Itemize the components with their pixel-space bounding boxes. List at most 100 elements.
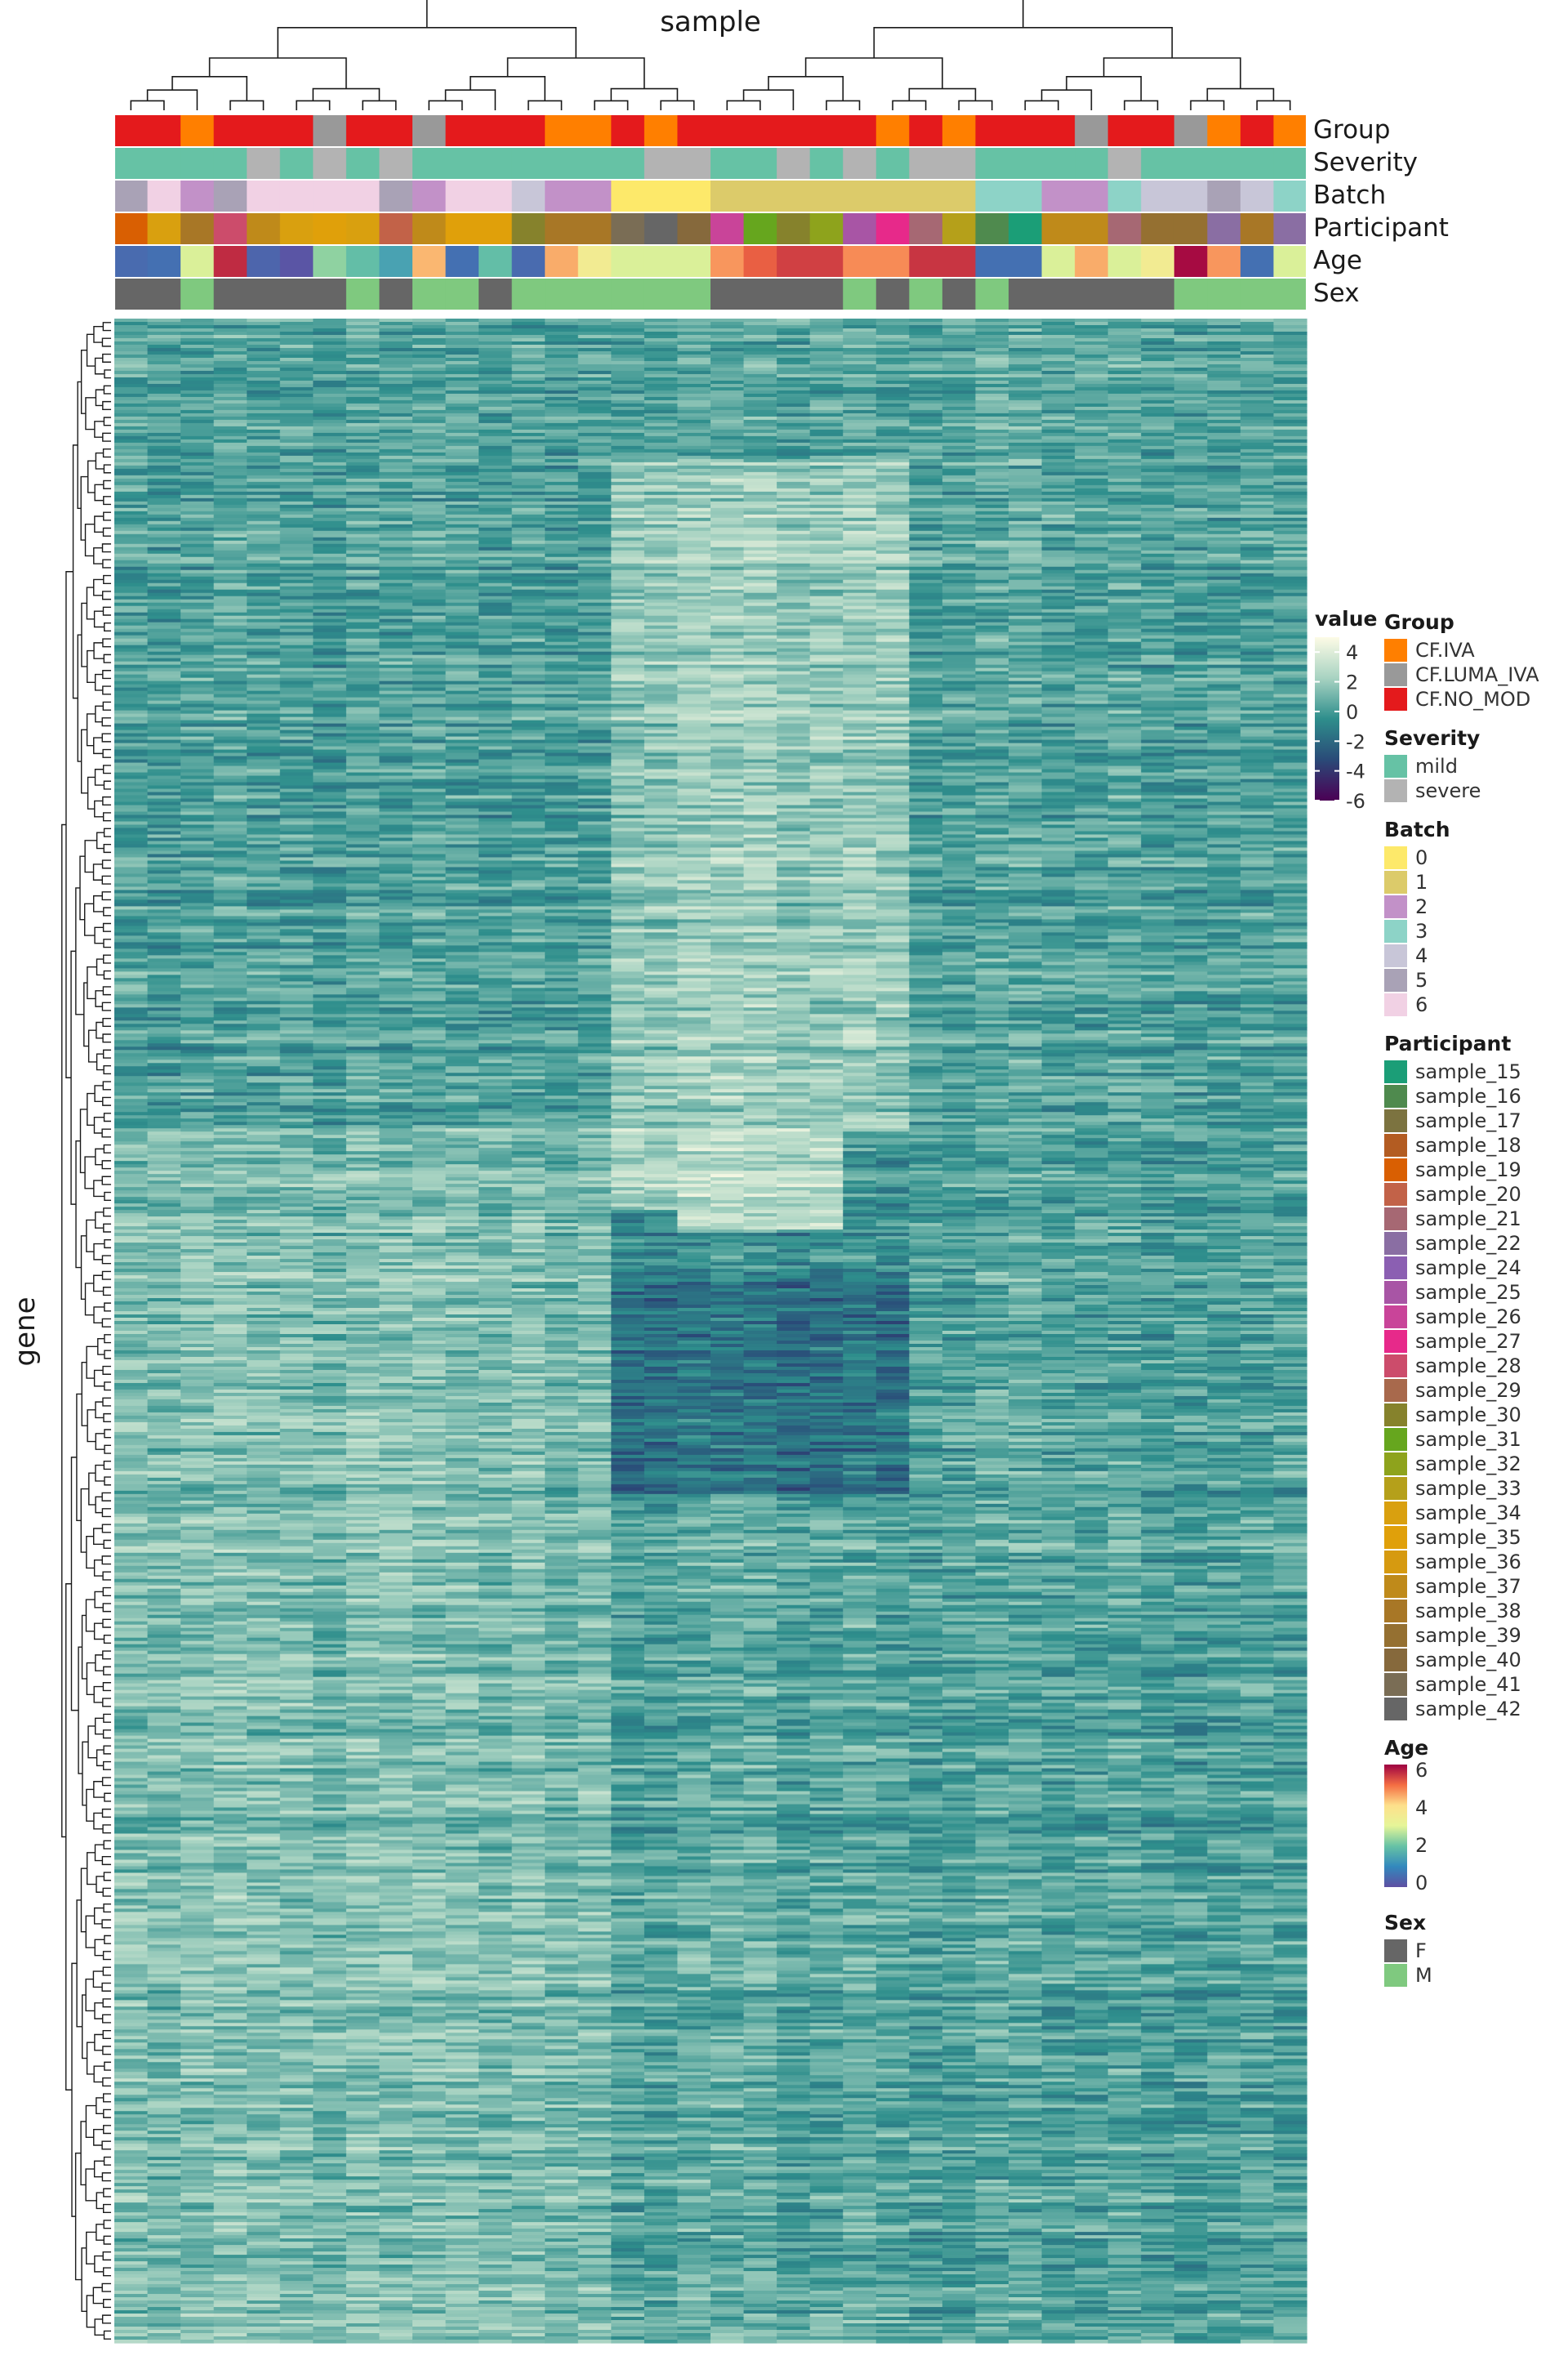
heatmap-cell (214, 443, 247, 447)
heatmap-cell (1241, 567, 1274, 571)
heatmap-cell (677, 489, 710, 493)
heatmap-cell (578, 371, 612, 375)
heatmap-cell (644, 482, 678, 486)
heatmap-cell (975, 371, 1009, 375)
heatmap-cell (446, 564, 479, 568)
heatmap-cell (180, 390, 214, 395)
heatmap-cell (512, 570, 546, 574)
heatmap-cell (1141, 335, 1174, 339)
heatmap-cell (247, 564, 280, 568)
heatmap-cell (909, 685, 942, 689)
annotation-cell-group (479, 114, 512, 147)
annotation-cell-severity (1241, 147, 1274, 180)
heatmap-cell (744, 606, 777, 610)
annotation-cell-participant (1207, 212, 1241, 245)
heatmap-cell (1075, 371, 1108, 375)
heatmap-cell (1075, 449, 1108, 453)
heatmap-cell (313, 322, 346, 326)
heatmap-cell (810, 469, 844, 473)
heatmap-cell (114, 325, 148, 329)
heatmap-cell (611, 636, 644, 640)
heatmap-cell (777, 319, 810, 323)
heatmap-cell (975, 453, 1009, 457)
heatmap-cell (909, 322, 942, 326)
heatmap-cell (744, 698, 777, 702)
heatmap-cell (1174, 417, 1208, 421)
dendrogram-branch (893, 100, 926, 110)
heatmap-cell (975, 639, 1009, 643)
heatmap-cell (810, 518, 844, 522)
heatmap-cell (611, 609, 644, 614)
heatmap-cell (578, 381, 612, 385)
heatmap-cell (942, 688, 976, 692)
heatmap-cell (247, 567, 280, 571)
heatmap-cell (1075, 701, 1108, 705)
heatmap-cell (379, 619, 412, 623)
annotation-cell-sex (1141, 278, 1174, 310)
heatmap-cell (148, 636, 181, 640)
heatmap-cell (280, 505, 314, 509)
annotation-cell-sex (313, 278, 346, 310)
annotation-cell-participant (412, 212, 446, 245)
heatmap-cell (1141, 505, 1174, 509)
heatmap-cell (114, 515, 148, 519)
heatmap-cell (180, 433, 214, 437)
heatmap-cell (1108, 466, 1142, 470)
heatmap-cell (810, 701, 844, 705)
heatmap-cell (280, 603, 314, 607)
heatmap-cell (247, 475, 280, 480)
heatmap-cell (1141, 446, 1174, 450)
heatmap-cell (247, 325, 280, 329)
heatmap-cell (280, 573, 314, 578)
heatmap-cell (1075, 440, 1108, 444)
heatmap-cell (1174, 459, 1208, 463)
heatmap-cell (1108, 426, 1142, 431)
heatmap-cell (180, 377, 214, 382)
heatmap-cell (1108, 570, 1142, 574)
heatmap-cell (214, 619, 247, 623)
heatmap-cell (1141, 583, 1174, 587)
heatmap-cell (114, 466, 148, 470)
heatmap-cell (1042, 498, 1076, 502)
heatmap-cell (710, 319, 744, 323)
annotation-cell-age (876, 245, 910, 278)
heatmap-cell (412, 345, 446, 349)
heatmap-cell (710, 482, 744, 486)
heatmap-cell (379, 322, 412, 326)
heatmap-cell (744, 456, 777, 460)
heatmap-cell (876, 498, 910, 502)
heatmap-cell (412, 521, 446, 525)
heatmap-cell (148, 590, 181, 594)
heatmap-cell (777, 714, 810, 718)
heatmap-cell (512, 606, 546, 610)
heatmap-cell (843, 737, 876, 741)
annotation-cell-age (1042, 245, 1076, 278)
heatmap-cell (1207, 508, 1241, 512)
heatmap-cell (214, 482, 247, 486)
heatmap-cell (346, 404, 380, 408)
annotation-cell-sex (810, 278, 844, 310)
heatmap-cell (180, 727, 214, 731)
heatmap-cell (545, 423, 578, 427)
heatmap-cell (644, 511, 678, 515)
heatmap-cell (611, 377, 644, 382)
heatmap-cell (346, 355, 380, 359)
heatmap-cell (975, 505, 1009, 509)
heatmap-cell (114, 632, 148, 636)
heatmap-cell (148, 413, 181, 417)
heatmap-cell (1075, 515, 1108, 519)
heatmap-cell (545, 341, 578, 346)
heatmap-cell (1241, 361, 1274, 365)
heatmap-cell (578, 413, 612, 417)
heatmap-cell (843, 547, 876, 551)
heatmap-cell (677, 639, 710, 643)
heatmap-cell (479, 397, 512, 401)
heatmap-cell (810, 600, 844, 604)
heatmap-cell (1108, 443, 1142, 447)
heatmap-cell (611, 436, 644, 440)
heatmap-cell (1174, 358, 1208, 362)
heatmap-cell (876, 570, 910, 574)
heatmap-cell (744, 443, 777, 447)
heatmap-cell (114, 737, 148, 741)
heatmap-cell (810, 678, 844, 682)
